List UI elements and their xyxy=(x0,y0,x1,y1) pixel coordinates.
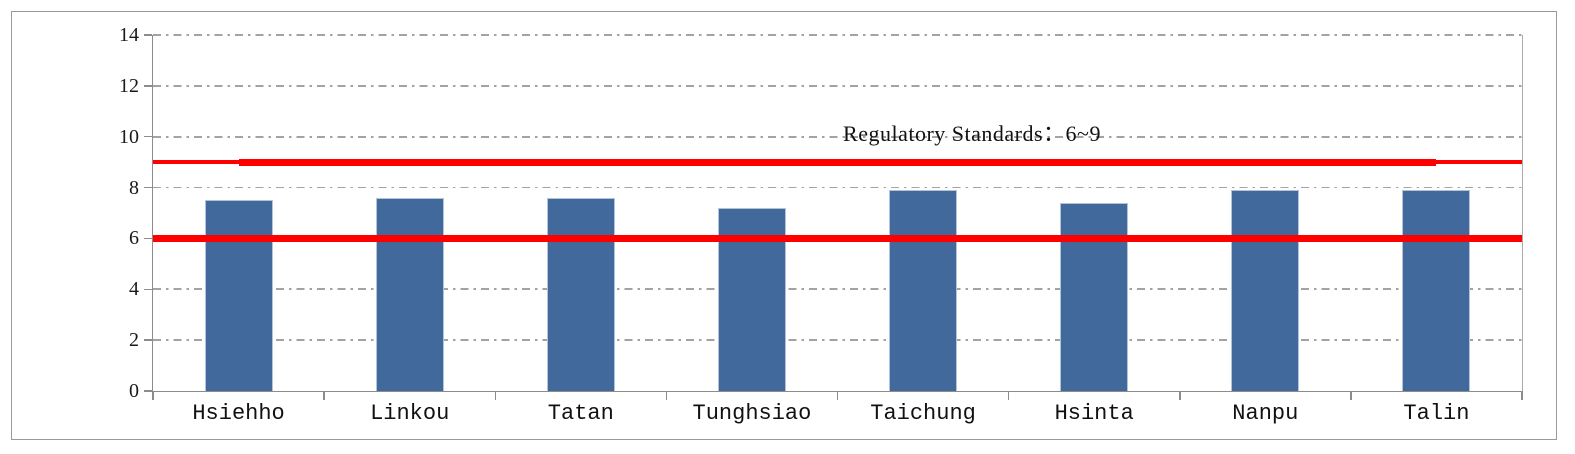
x-axis-tick xyxy=(1179,391,1181,400)
bar xyxy=(204,200,273,391)
gridline xyxy=(153,135,1522,138)
x-axis-category-label: Hsinta xyxy=(1054,401,1134,426)
y-axis-tick xyxy=(143,135,152,138)
x-axis-category-label: Nanpu xyxy=(1232,401,1299,426)
x-axis-tick xyxy=(836,391,839,400)
gridline xyxy=(153,288,1522,291)
y-axis-tick xyxy=(143,237,152,240)
y-axis-tick xyxy=(143,288,152,291)
y-axis-tick-label: 10 xyxy=(119,125,139,148)
x-axis-tick xyxy=(1350,391,1352,400)
x-axis-category-label: Tunghsiao xyxy=(692,401,812,426)
y-axis-tick-label: 12 xyxy=(119,74,139,97)
y-axis-tick xyxy=(143,85,152,87)
x-axis-category-label: Taichung xyxy=(870,401,976,426)
x-axis-tick xyxy=(1521,391,1523,400)
gridline xyxy=(153,84,1522,87)
x-axis-tick xyxy=(1007,391,1010,400)
y-axis-tick xyxy=(143,186,152,189)
x-axis-category-label: Hsiehho xyxy=(192,401,285,426)
bar xyxy=(1060,202,1129,391)
y-axis-tick xyxy=(143,390,152,392)
gridline xyxy=(153,339,1522,341)
lower-limit-line xyxy=(153,234,1522,242)
y-axis-tick-label: 14 xyxy=(119,24,139,46)
x-axis-tick xyxy=(152,391,154,400)
x-axis-category-label: Tatan xyxy=(547,401,614,426)
bar xyxy=(1402,190,1471,391)
y-axis-tick-label: 8 xyxy=(129,176,139,199)
bar xyxy=(1231,190,1300,391)
upper-limit-line xyxy=(238,158,1437,166)
y-axis-tick-label: 4 xyxy=(129,278,139,301)
y-axis-tick xyxy=(143,339,152,341)
gridline xyxy=(153,34,1522,36)
x-axis-tick xyxy=(665,391,668,400)
y-axis-tick-label: 0 xyxy=(129,380,139,402)
y-axis-tick xyxy=(143,34,152,36)
bar xyxy=(889,190,958,391)
y-axis-tick-label: 2 xyxy=(129,329,139,352)
bar xyxy=(375,197,444,391)
x-axis-tick xyxy=(494,391,496,400)
x-axis-category-label: Talin xyxy=(1403,401,1470,426)
plot-area: Regulatory Standards：6~9 0 2 4 6 8 10 12 14 Hsie… xyxy=(119,24,1523,426)
gridline xyxy=(153,186,1522,189)
regulatory-standards-annotation: Regulatory Standards：6~9 xyxy=(843,121,1101,146)
x-axis-tick xyxy=(323,391,325,400)
y-axis-tick-label: 6 xyxy=(129,227,139,250)
x-axis-category-label: Linkou xyxy=(370,401,450,426)
bar xyxy=(546,197,615,391)
